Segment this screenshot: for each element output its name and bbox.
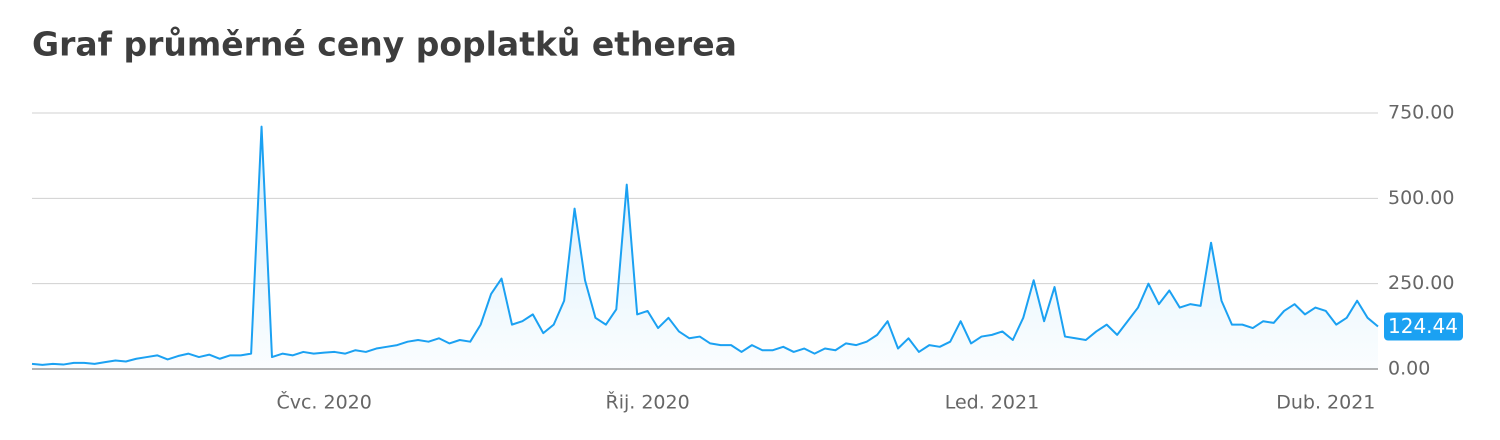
area [32,126,1378,370]
x-tick-label: Řij. 2020 [606,391,690,414]
x-tick-label: Čvc. 2020 [276,390,371,414]
y-tick-label: 0.00 [1388,358,1430,380]
y-tick-label: 250.00 [1388,272,1454,294]
line [31,125,1379,366]
y-tick-label: 750.00 [1388,102,1454,124]
chart-title: Graf průměrné ceny poplatků etherea [32,25,737,64]
x-tick-label: Led. 2021 [945,392,1039,414]
last-value-label: 124.44 [1388,314,1458,338]
y-tick-label: 500.00 [1388,187,1454,209]
x-tick-label: Dub. 2021 [1276,392,1375,414]
last-value-badge [1384,312,1463,341]
